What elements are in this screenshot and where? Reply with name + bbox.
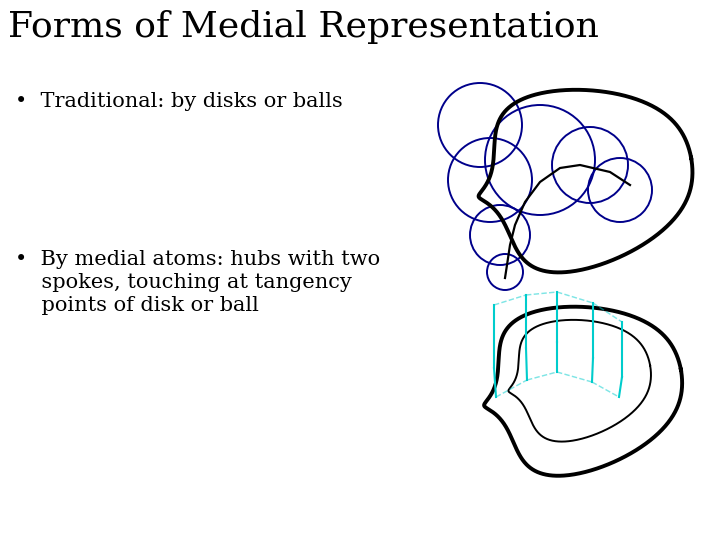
Text: points of disk or ball: points of disk or ball [15,296,259,315]
Text: •  Traditional: by disks or balls: • Traditional: by disks or balls [15,92,343,111]
Text: •  By medial atoms: hubs with two: • By medial atoms: hubs with two [15,250,380,269]
Text: spokes, touching at tangency: spokes, touching at tangency [15,273,352,292]
Text: Forms of Medial Representation: Forms of Medial Representation [8,10,599,44]
